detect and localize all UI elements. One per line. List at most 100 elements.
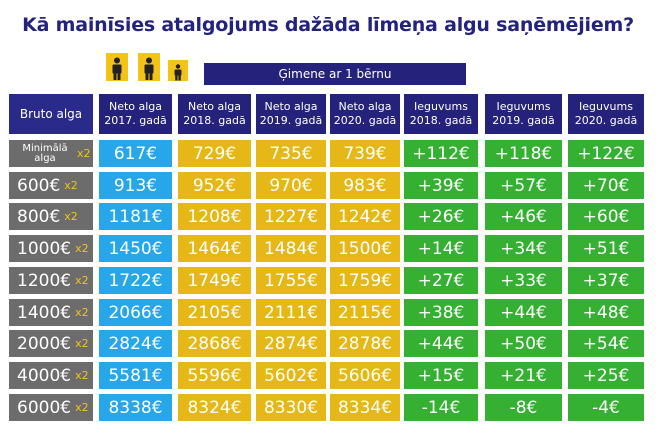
multiplier-label: x2 xyxy=(64,179,78,192)
header-line: 2020. gadā xyxy=(333,114,397,127)
header-neto-2020: Neto alga 2020. gadā xyxy=(330,94,400,134)
header-bruto-label: Bruto alga xyxy=(19,107,83,121)
header-neto-2017: Neto alga 2017. gadā xyxy=(99,94,172,134)
table-cell-n2020: 2878€ xyxy=(330,330,400,357)
table-cell-n2019: 970€ xyxy=(256,172,326,199)
table-cell-g2018: +27€ xyxy=(404,267,478,294)
table-cell-n2019: 5602€ xyxy=(256,362,326,389)
child-icon xyxy=(168,60,188,81)
table-cell-bruto: 600€ x2 xyxy=(9,172,93,199)
header-line: Ieguvums xyxy=(579,100,633,113)
header-line: 2017. gadā xyxy=(104,114,167,127)
table-cell-n2018: 8324€ xyxy=(178,394,251,421)
table-cell-g2019: +44€ xyxy=(485,299,562,326)
table-cell-bruto: Minimālā alga x2 xyxy=(9,140,93,167)
page-title: Kā mainīsies atalgojums dažāda līmeņa al… xyxy=(22,14,634,36)
table-cell-n2019: 1227€ xyxy=(256,203,326,230)
table-cell-n2017: 1450€ xyxy=(99,235,172,262)
table-cell-n2019: 1755€ xyxy=(256,267,326,294)
adult-icon xyxy=(106,53,128,81)
header-gain-2020: Ieguvums 2020. gadā xyxy=(568,94,644,134)
table-cell-g2019: +46€ xyxy=(485,203,562,230)
table-cell-n2017: 1181€ xyxy=(99,203,172,230)
table-cell-n2020: 983€ xyxy=(330,172,400,199)
table-cell-g2020: +25€ xyxy=(568,362,644,389)
bruto-label: 1400€ xyxy=(17,302,72,323)
header-line: Neto alga xyxy=(264,100,318,113)
table-cell-bruto: 1000€ x2 xyxy=(9,235,93,262)
header-line: 2019. gadā xyxy=(259,114,323,127)
table-cell-n2018: 5596€ xyxy=(178,362,251,389)
table-cell-n2020: 1759€ xyxy=(330,267,400,294)
bruto-label: 2000€ xyxy=(17,333,72,354)
table-cell-g2019: +57€ xyxy=(485,172,562,199)
table-cell-n2017: 913€ xyxy=(99,172,172,199)
table-cell-n2020: 739€ xyxy=(330,140,400,167)
table-cell-n2020: 1242€ xyxy=(330,203,400,230)
table-cell-g2020: +122€ xyxy=(568,140,644,167)
table-cell-n2018: 1749€ xyxy=(178,267,251,294)
table-cell-n2019: 1484€ xyxy=(256,235,326,262)
table-cell-g2018: +39€ xyxy=(404,172,478,199)
multiplier-label: x2 xyxy=(75,274,89,287)
family-type-label: Ģimene ar 1 bērnu xyxy=(204,63,466,85)
table-cell-g2018: +14€ xyxy=(404,235,478,262)
table-cell-n2018: 2868€ xyxy=(178,330,251,357)
table-cell-n2017: 617€ xyxy=(99,140,172,167)
table-cell-g2018: +38€ xyxy=(404,299,478,326)
table-cell-g2018: +15€ xyxy=(404,362,478,389)
table-cell-n2018: 952€ xyxy=(178,172,251,199)
table-cell-n2018: 1208€ xyxy=(178,203,251,230)
bruto-label: Minimālā alga xyxy=(22,142,68,164)
multiplier-label: x2 xyxy=(75,337,89,350)
table-cell-n2020: 1500€ xyxy=(330,235,400,262)
table-cell-g2020: +70€ xyxy=(568,172,644,199)
multiplier-label: x2 xyxy=(75,242,89,255)
multiplier-label: x2 xyxy=(75,369,89,382)
table-cell-g2018: +112€ xyxy=(404,140,478,167)
table-cell-n2019: 2111€ xyxy=(256,299,326,326)
header-gain-2019: Ieguvums 2019. gadā xyxy=(485,94,562,134)
table-cell-bruto: 1400€ x2 xyxy=(9,299,93,326)
table-cell-n2018: 2105€ xyxy=(178,299,251,326)
table-cell-g2020: +51€ xyxy=(568,235,644,262)
bruto-label: 600€ xyxy=(17,175,61,196)
header-line: 2020. gadā xyxy=(574,114,638,127)
bruto-label: 4000€ xyxy=(17,365,72,386)
table-cell-bruto: 1200€ x2 xyxy=(9,267,93,294)
table-cell-n2019: 2874€ xyxy=(256,330,326,357)
header-line: 2018. gadā xyxy=(183,114,246,127)
multiplier-label: x2 xyxy=(64,210,78,223)
table-cell-n2020: 2115€ xyxy=(330,299,400,326)
header-line: Neto alga xyxy=(338,100,392,113)
table-cell-g2019: +33€ xyxy=(485,267,562,294)
table-cell-g2020: -4€ xyxy=(568,394,644,421)
table-cell-n2017: 5581€ xyxy=(99,362,172,389)
table-cell-n2017: 2824€ xyxy=(99,330,172,357)
header-line: Neto alga xyxy=(187,100,242,113)
table-cell-g2018: +26€ xyxy=(404,203,478,230)
multiplier-label: x2 xyxy=(75,306,89,319)
header-line: Ieguvums xyxy=(496,100,551,113)
table-cell-bruto: 2000€ x2 xyxy=(9,330,93,357)
table-cell-n2018: 729€ xyxy=(178,140,251,167)
header-line: Neto alga xyxy=(108,100,163,113)
multiplier-label: x2 xyxy=(75,401,89,414)
header-line: 2018. gadā xyxy=(409,114,473,127)
table-cell-n2020: 8334€ xyxy=(330,394,400,421)
table-cell-bruto: 6000€ x2 xyxy=(9,394,93,421)
table-cell-g2019: +50€ xyxy=(485,330,562,357)
bruto-label: 1200€ xyxy=(17,270,72,291)
table-cell-g2020: +37€ xyxy=(568,267,644,294)
table-cell-g2020: +54€ xyxy=(568,330,644,357)
table-cell-g2019: +118€ xyxy=(485,140,562,167)
header-line: Ieguvums xyxy=(414,100,468,113)
table-cell-n2018: 1464€ xyxy=(178,235,251,262)
bruto-label: 800€ xyxy=(17,206,61,227)
table-cell-g2018: -14€ xyxy=(404,394,478,421)
table-cell-g2020: +60€ xyxy=(568,203,644,230)
table-cell-n2017: 2066€ xyxy=(99,299,172,326)
multiplier-label: x2 xyxy=(77,147,91,160)
table-cell-n2020: 5606€ xyxy=(330,362,400,389)
table-cell-n2019: 8330€ xyxy=(256,394,326,421)
